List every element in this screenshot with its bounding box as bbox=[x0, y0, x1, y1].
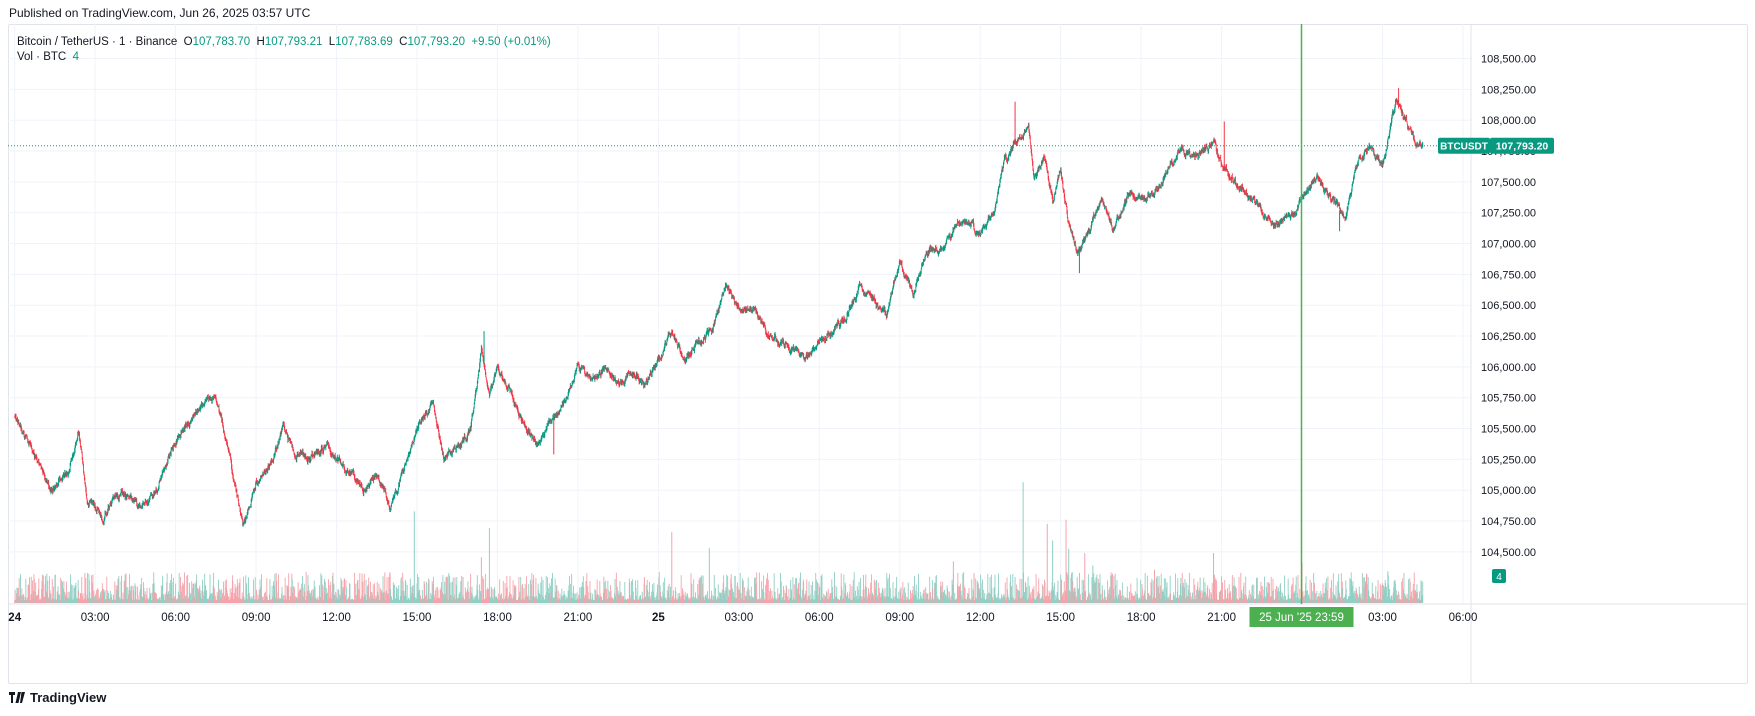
published-caption: Published on TradingView.com, Jun 26, 20… bbox=[9, 6, 311, 20]
chart-area[interactable]: 104,500.00104,750.00105,000.00105,250.00… bbox=[8, 24, 1748, 684]
grid-lines bbox=[8, 24, 1748, 684]
chart-frame bbox=[8, 24, 1748, 684]
volume-bars bbox=[14, 482, 1424, 603]
price-candles bbox=[14, 88, 1424, 527]
